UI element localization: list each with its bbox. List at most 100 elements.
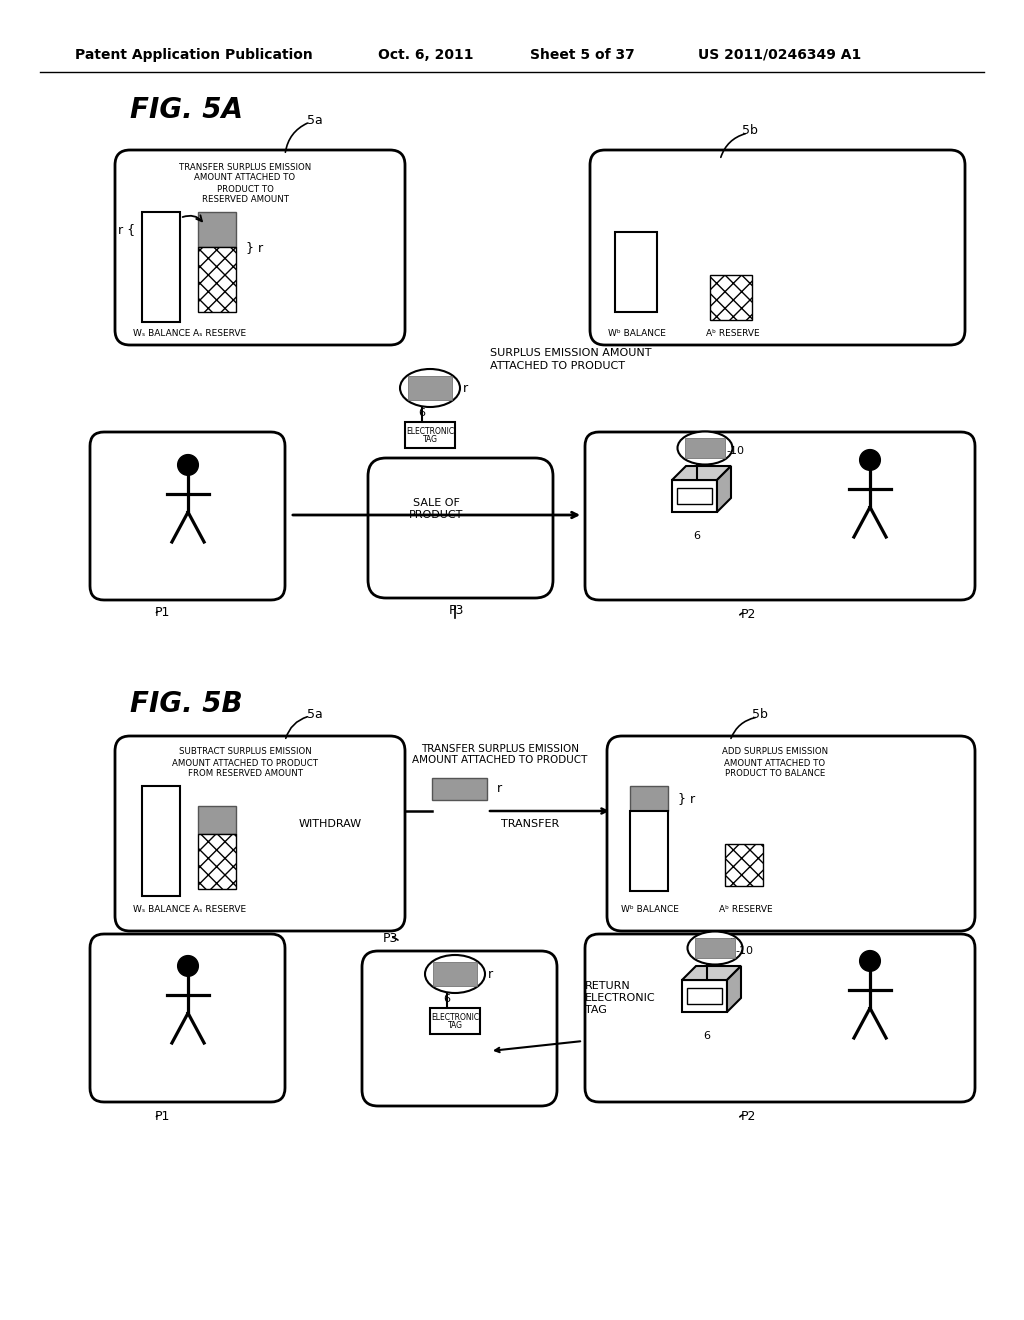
- Text: AMOUNT ATTACHED TO PRODUCT: AMOUNT ATTACHED TO PRODUCT: [172, 759, 318, 767]
- Polygon shape: [682, 966, 741, 979]
- Text: TAG: TAG: [585, 1005, 607, 1015]
- Circle shape: [860, 950, 881, 972]
- Text: P3: P3: [449, 603, 464, 616]
- Text: r: r: [693, 437, 697, 447]
- Text: r: r: [730, 936, 734, 946]
- Text: PRODUCT TO: PRODUCT TO: [216, 185, 273, 194]
- Bar: [710, 275, 752, 319]
- Bar: [630, 810, 668, 891]
- Bar: [433, 962, 477, 986]
- Text: US 2011/0246349 A1: US 2011/0246349 A1: [698, 48, 861, 62]
- Ellipse shape: [425, 954, 485, 993]
- Bar: [142, 785, 180, 896]
- Bar: [198, 213, 236, 247]
- Text: ELECTRONIC: ELECTRONIC: [585, 993, 655, 1003]
- FancyBboxPatch shape: [115, 737, 406, 931]
- Circle shape: [177, 454, 199, 475]
- Bar: [672, 480, 717, 512]
- Text: Wᵇ BALANCE: Wᵇ BALANCE: [608, 329, 666, 338]
- Bar: [198, 247, 236, 312]
- Text: r: r: [487, 968, 493, 981]
- Text: P2: P2: [740, 1110, 756, 1122]
- Text: Wₛ BALANCE: Wₛ BALANCE: [133, 329, 190, 338]
- Text: P3: P3: [382, 932, 397, 945]
- Text: TRANSFER: TRANSFER: [501, 818, 559, 829]
- Text: AMOUNT ATTACHED TO: AMOUNT ATTACHED TO: [195, 173, 296, 182]
- Text: P1: P1: [155, 606, 170, 619]
- Text: P1: P1: [155, 1110, 170, 1122]
- Text: ADD SURPLUS EMISSION: ADD SURPLUS EMISSION: [722, 747, 828, 756]
- Bar: [615, 232, 657, 312]
- Text: 6: 6: [443, 994, 451, 1005]
- FancyBboxPatch shape: [585, 432, 975, 601]
- Bar: [432, 777, 487, 800]
- Text: ATTACHED TO PRODUCT: ATTACHED TO PRODUCT: [490, 360, 625, 371]
- Bar: [725, 843, 763, 886]
- Text: PRODUCT: PRODUCT: [409, 510, 463, 520]
- Text: } r: } r: [246, 242, 263, 255]
- Text: FROM RESERVED AMOUNT: FROM RESERVED AMOUNT: [187, 770, 302, 779]
- Polygon shape: [672, 466, 731, 480]
- Bar: [687, 987, 722, 1005]
- Bar: [406, 422, 455, 447]
- Text: Aᵇ RESERVE: Aᵇ RESERVE: [719, 904, 773, 913]
- Text: ELECTRONIC: ELECTRONIC: [431, 1012, 479, 1022]
- Text: 6: 6: [419, 408, 426, 418]
- Bar: [677, 488, 712, 504]
- FancyBboxPatch shape: [368, 458, 553, 598]
- Text: TRANSFER SURPLUS EMISSION: TRANSFER SURPLUS EMISSION: [179, 162, 311, 172]
- Text: 5a: 5a: [307, 114, 323, 127]
- Text: -10: -10: [726, 446, 744, 455]
- Text: 5b: 5b: [742, 124, 758, 136]
- Text: TAG: TAG: [423, 436, 437, 445]
- Circle shape: [177, 956, 199, 977]
- Polygon shape: [727, 966, 741, 1012]
- Text: PRODUCT TO BALANCE: PRODUCT TO BALANCE: [725, 770, 825, 779]
- Bar: [198, 807, 236, 834]
- Text: RESERVED AMOUNT: RESERVED AMOUNT: [202, 195, 289, 205]
- Text: AMOUNT ATTACHED TO PRODUCT: AMOUNT ATTACHED TO PRODUCT: [413, 755, 588, 766]
- Text: Wₛ BALANCE: Wₛ BALANCE: [133, 904, 190, 913]
- Text: Aₛ RESERVE: Aₛ RESERVE: [194, 329, 247, 338]
- Ellipse shape: [400, 370, 460, 407]
- Bar: [682, 979, 727, 1012]
- FancyBboxPatch shape: [607, 737, 975, 931]
- Text: SALE OF: SALE OF: [413, 498, 460, 508]
- Text: RETURN: RETURN: [585, 981, 631, 991]
- FancyBboxPatch shape: [585, 935, 975, 1102]
- Bar: [430, 1008, 480, 1034]
- Text: FIG. 5A: FIG. 5A: [130, 96, 243, 124]
- Bar: [695, 939, 735, 958]
- Bar: [198, 834, 236, 888]
- Text: WITHDRAW: WITHDRAW: [298, 818, 361, 829]
- FancyBboxPatch shape: [590, 150, 965, 345]
- Text: TRANSFER SURPLUS EMISSION: TRANSFER SURPLUS EMISSION: [421, 744, 579, 754]
- Text: 6: 6: [693, 531, 700, 541]
- Text: Oct. 6, 2011: Oct. 6, 2011: [378, 48, 473, 62]
- Text: FIG. 5B: FIG. 5B: [130, 690, 243, 718]
- Circle shape: [860, 450, 881, 470]
- Text: TAG: TAG: [447, 1022, 463, 1031]
- Text: Patent Application Publication: Patent Application Publication: [75, 48, 312, 62]
- Text: ELECTRONIC: ELECTRONIC: [406, 426, 454, 436]
- Text: AMOUNT ATTACHED TO: AMOUNT ATTACHED TO: [724, 759, 825, 767]
- Text: Aₛ RESERVE: Aₛ RESERVE: [194, 904, 247, 913]
- FancyBboxPatch shape: [115, 150, 406, 345]
- Text: 6: 6: [703, 1031, 711, 1041]
- Text: Wᵇ BALANCE: Wᵇ BALANCE: [622, 904, 679, 913]
- Polygon shape: [717, 466, 731, 512]
- Text: -10: -10: [735, 946, 753, 956]
- Text: } r: } r: [678, 792, 695, 805]
- Text: Aᵇ RESERVE: Aᵇ RESERVE: [707, 329, 760, 338]
- Text: Sheet 5 of 37: Sheet 5 of 37: [530, 48, 635, 62]
- Text: 5b: 5b: [752, 708, 768, 721]
- Bar: [142, 213, 180, 322]
- FancyBboxPatch shape: [90, 935, 285, 1102]
- Ellipse shape: [687, 932, 742, 965]
- Text: 5a: 5a: [307, 708, 323, 721]
- Text: SURPLUS EMISSION AMOUNT: SURPLUS EMISSION AMOUNT: [490, 348, 651, 358]
- Bar: [630, 785, 668, 810]
- Ellipse shape: [678, 432, 732, 465]
- Text: r: r: [463, 381, 468, 395]
- Text: r {: r {: [118, 223, 135, 236]
